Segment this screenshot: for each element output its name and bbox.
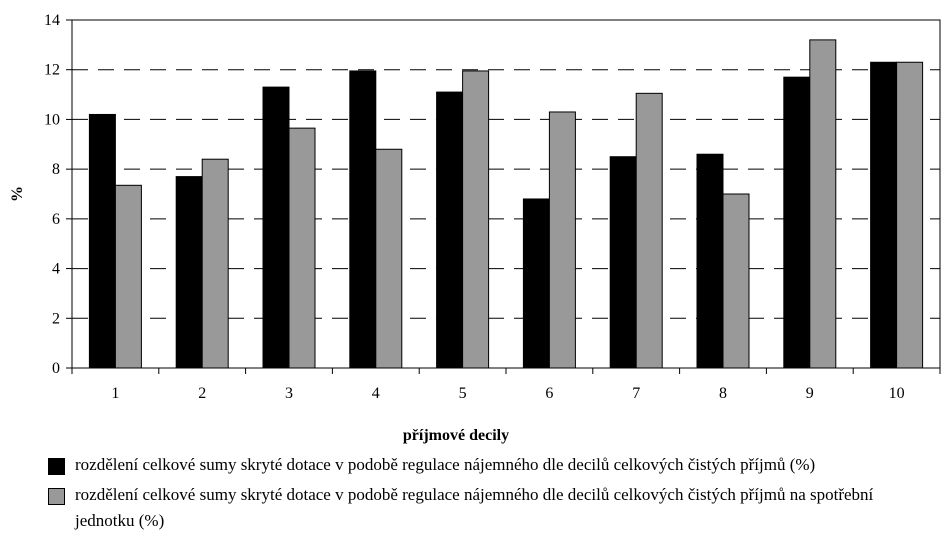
- legend: rozdělení celkové sumy skryté dotace v p…: [48, 452, 928, 538]
- bar: [288, 127, 316, 369]
- bar: [722, 193, 750, 369]
- y-tick-label: 4: [52, 261, 60, 278]
- y-tick-label: 12: [44, 62, 60, 79]
- legend-swatch: [48, 488, 65, 505]
- x-tick-label: 3: [285, 385, 293, 402]
- bar: [436, 91, 464, 369]
- y-tick-label: 0: [52, 360, 60, 377]
- x-tick-label: 7: [632, 385, 640, 402]
- x-tick-label: 1: [111, 385, 119, 402]
- y-tick-label: 10: [44, 111, 60, 128]
- legend-label: rozdělení celkové sumy skryté dotace v p…: [75, 455, 816, 474]
- bar: [696, 153, 724, 369]
- bar: [88, 113, 116, 369]
- bar: [609, 156, 637, 369]
- bar: [175, 176, 203, 369]
- legend-label: rozdělení celkové sumy skryté dotace v p…: [75, 485, 874, 530]
- bar: [462, 70, 490, 369]
- y-tick-label: 8: [52, 161, 60, 178]
- bar: [262, 86, 290, 369]
- bar: [548, 111, 576, 369]
- bar: [783, 76, 811, 369]
- x-tick-label: 4: [372, 385, 380, 402]
- bar: [375, 148, 403, 369]
- legend-swatch: [48, 458, 65, 475]
- bar: [635, 92, 663, 369]
- legend-item: rozdělení celkové sumy skryté dotace v p…: [48, 452, 928, 478]
- y-tick-label: 6: [52, 211, 60, 228]
- bar: [809, 39, 837, 369]
- x-tick-label: 10: [889, 385, 905, 402]
- x-tick-label: 2: [198, 385, 206, 402]
- y-axis-label: %: [9, 186, 26, 202]
- bar: [870, 61, 898, 369]
- x-axis-label: příjmové decily: [403, 427, 509, 444]
- y-tick-label: 2: [52, 310, 60, 327]
- bar: [349, 70, 377, 369]
- bar: [114, 184, 142, 369]
- x-tick-label: 5: [459, 385, 467, 402]
- x-tick-label: 6: [545, 385, 553, 402]
- x-tick-label: 9: [806, 385, 814, 402]
- bar: [201, 158, 229, 369]
- legend-item: rozdělení celkové sumy skryté dotace v p…: [48, 482, 928, 534]
- bar: [896, 61, 924, 369]
- y-tick-label: 14: [44, 12, 60, 29]
- x-tick-label: 8: [719, 385, 727, 402]
- bar: [522, 198, 550, 369]
